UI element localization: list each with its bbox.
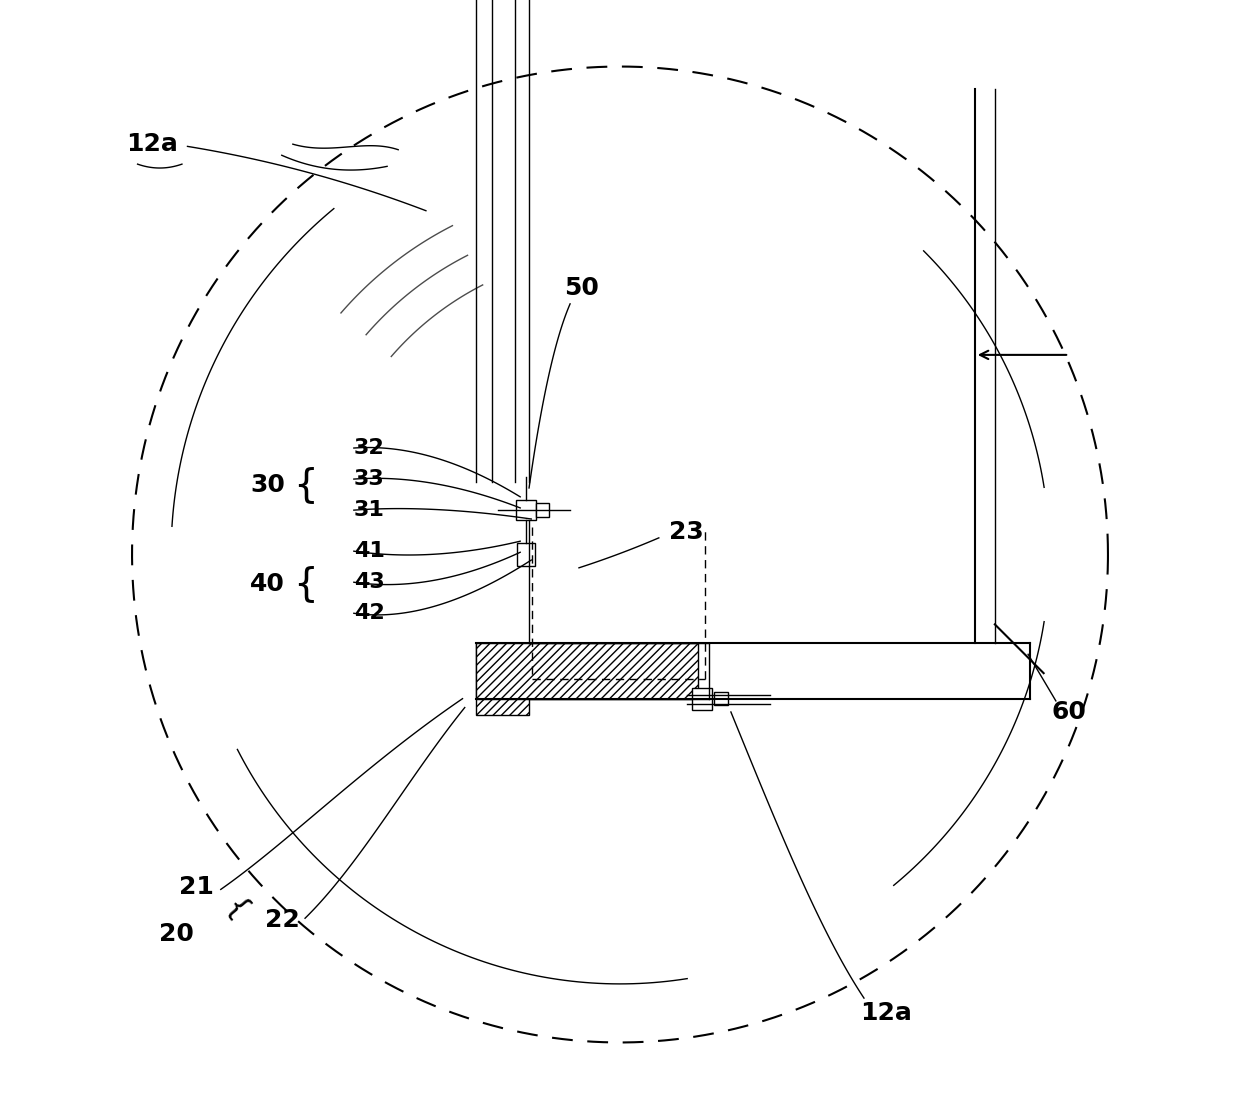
Text: 21: 21 [179, 875, 213, 899]
Text: 31: 31 [353, 500, 384, 520]
Text: 23: 23 [670, 520, 704, 545]
Text: 32: 32 [353, 438, 384, 458]
Text: 41: 41 [353, 541, 384, 561]
Text: 60: 60 [1052, 700, 1086, 724]
Text: 22: 22 [265, 908, 300, 933]
Text: {: { [218, 893, 253, 926]
Text: 12a: 12a [126, 132, 177, 156]
Text: {: { [293, 466, 317, 503]
Bar [714, 692, 728, 705]
Text: 50: 50 [564, 276, 599, 301]
Text: 30: 30 [250, 472, 285, 497]
Text: 20: 20 [159, 922, 193, 946]
Bar [692, 688, 712, 710]
Text: 42: 42 [353, 603, 384, 623]
Text: 43: 43 [353, 572, 384, 592]
Text: 33: 33 [353, 469, 384, 489]
Text: {: { [293, 566, 317, 603]
Bar [476, 643, 529, 715]
Bar [517, 543, 534, 566]
Text: 12a: 12a [861, 1000, 913, 1025]
Bar [536, 503, 549, 517]
Text: 40: 40 [250, 572, 285, 597]
Bar [516, 500, 536, 520]
Bar [476, 643, 698, 699]
